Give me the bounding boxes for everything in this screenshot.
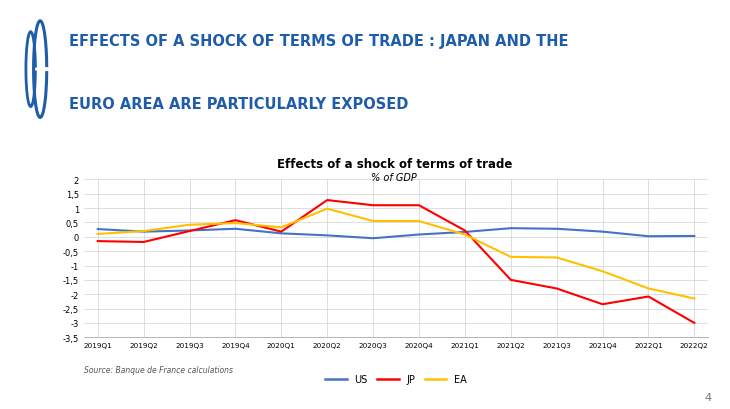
Text: Source: Banque de France calculations: Source: Banque de France calculations: [84, 365, 233, 374]
Text: % of GDP: % of GDP: [372, 173, 417, 182]
Text: EURO AREA ARE PARTICULARLY EXPOSED: EURO AREA ARE PARTICULARLY EXPOSED: [69, 97, 409, 111]
Text: EFFECTS OF A SHOCK OF TERMS OF TRADE : JAPAN AND THE: EFFECTS OF A SHOCK OF TERMS OF TRADE : J…: [69, 34, 569, 49]
Legend: US, JP, EA: US, JP, EA: [321, 371, 471, 389]
Text: Effects of a shock of terms of trade: Effects of a shock of terms of trade: [277, 157, 512, 171]
Text: 4: 4: [704, 392, 712, 402]
